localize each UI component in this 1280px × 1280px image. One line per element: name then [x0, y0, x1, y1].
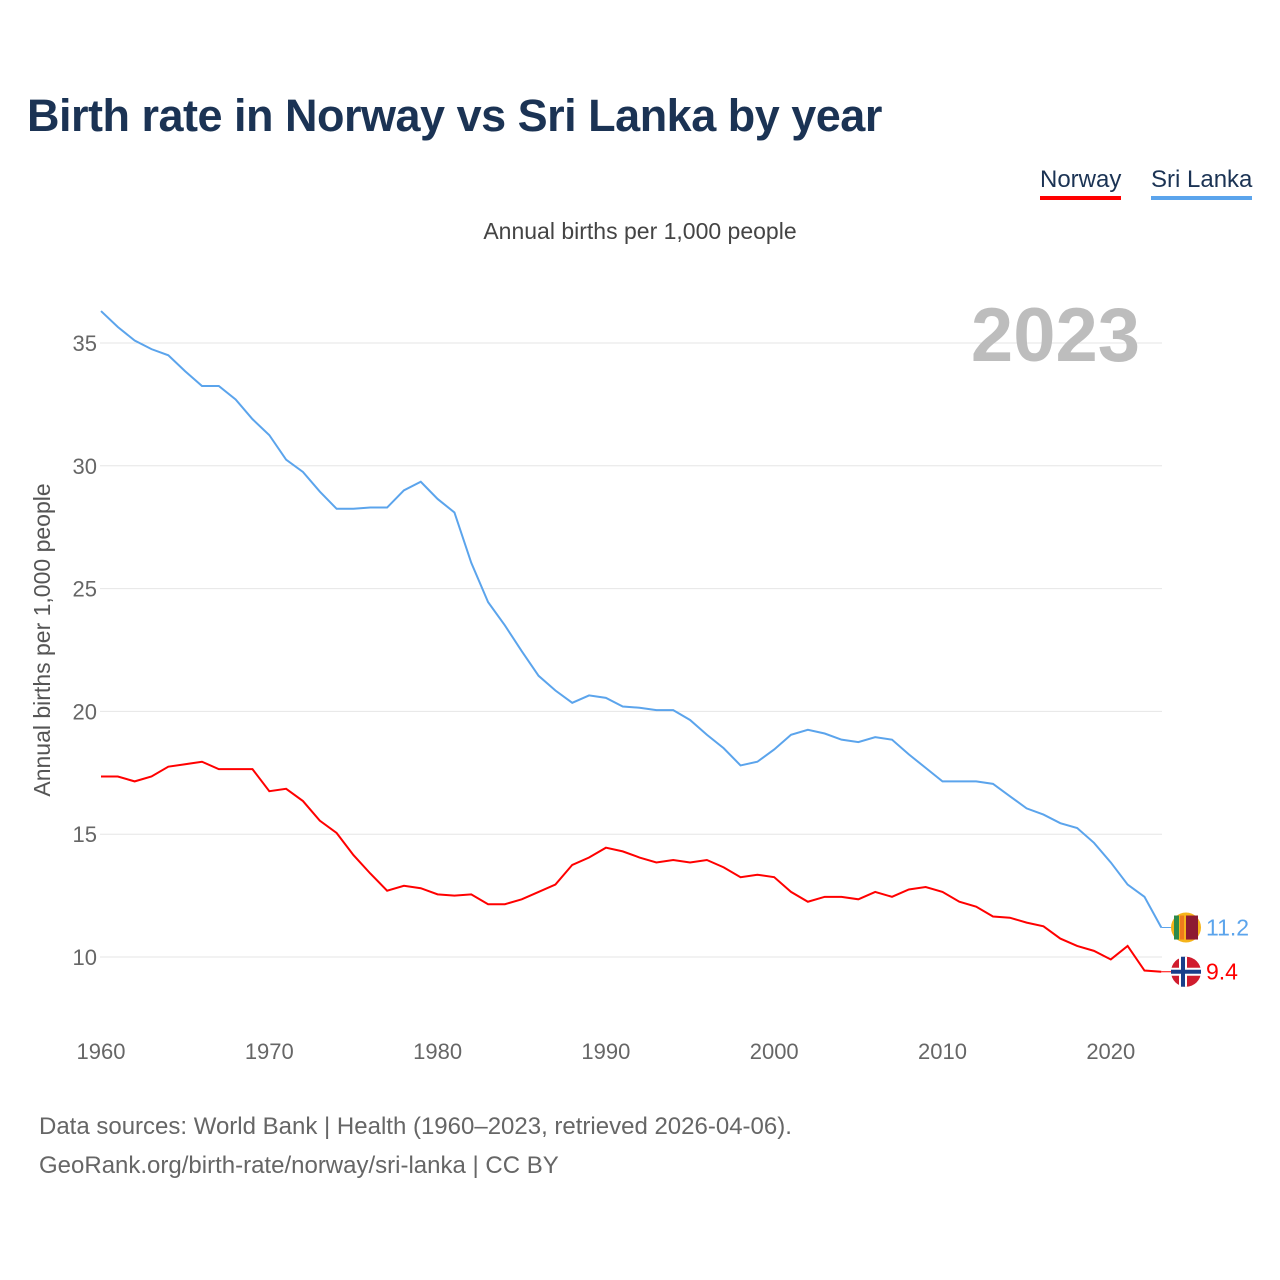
y-tick-label: 10	[73, 945, 97, 970]
norway-flag-icon	[1171, 956, 1201, 987]
series-line-norway[interactable]	[101, 760, 1162, 973]
sri-lanka-flag-icon	[1171, 912, 1201, 943]
source-note: Data sources: World Bank | Health (1960–…	[39, 1107, 792, 1185]
y-tick-label: 30	[73, 454, 97, 479]
x-tick-label: 1980	[413, 1039, 462, 1064]
x-tick-label: 2020	[1086, 1039, 1135, 1064]
x-tick-label: 2000	[750, 1039, 799, 1064]
legend-sri-lanka[interactable]: Sri Lanka	[1151, 166, 1253, 200]
end-value-label: 9.4	[1206, 959, 1238, 985]
legend-norway[interactable]: Norway	[1040, 166, 1122, 200]
year-watermark: 2023	[971, 293, 1140, 378]
x-tick-label: 1990	[581, 1039, 630, 1064]
x-tick-label: 1970	[245, 1039, 294, 1064]
y-tick-label: 20	[73, 699, 97, 724]
source-line-2[interactable]: GeoRank.org/birth-rate/norway/sri-lanka …	[39, 1152, 559, 1179]
source-line-1: Data sources: World Bank | Health (1960–…	[39, 1113, 792, 1140]
y-tick-label: 25	[73, 577, 97, 602]
x-tick-label: 2010	[918, 1039, 967, 1064]
series-line-sri-lanka[interactable]	[100, 310, 1163, 929]
chart-title: Birth rate in Norway vs Sri Lanka by yea…	[27, 90, 882, 141]
end-value-label: 11.2	[1206, 915, 1249, 941]
chart-subtitle: Annual births per 1,000 people	[483, 218, 797, 244]
y-axis-label: Annual births per 1,000 people	[29, 483, 55, 796]
y-tick-label: 35	[73, 331, 97, 356]
y-tick-label: 15	[73, 822, 97, 847]
x-tick-label: 1960	[77, 1039, 126, 1064]
